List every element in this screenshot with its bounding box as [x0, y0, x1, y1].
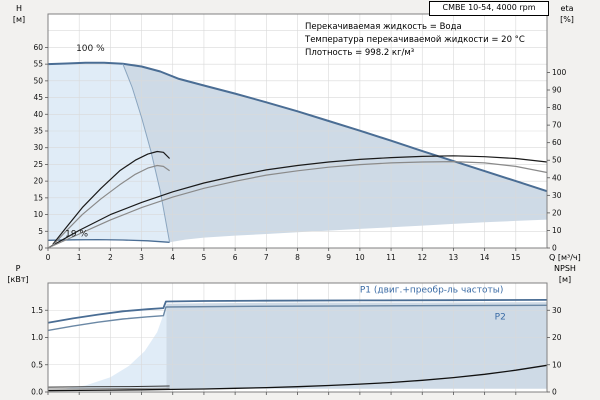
- flow-axis-unit: Q [м³/ч]: [549, 253, 581, 262]
- y-left-tick-label: 0: [38, 244, 43, 253]
- p2-label: P2: [495, 313, 506, 323]
- x-tick-label: 6: [233, 253, 238, 262]
- x-tick-label: 13: [449, 253, 459, 262]
- y-right-tick-label: 10: [552, 360, 562, 369]
- y-left-tick-label: 1.0: [31, 333, 43, 342]
- y-left-tick-label: 25: [33, 160, 43, 169]
- x-tick-label: 5: [202, 253, 207, 262]
- eta-axis-unit: eta [%]: [552, 3, 582, 25]
- y-right-tick-label: 80: [552, 103, 562, 112]
- y-right-tick-label: 60: [552, 138, 562, 147]
- x-tick-label: 14: [480, 253, 490, 262]
- info-temperature: Температура перекачиваемой жидкости = 20…: [305, 35, 525, 45]
- y-right-tick-label: 0: [552, 244, 557, 253]
- y-right-tick-label: 20: [552, 208, 562, 217]
- eta-curve-total: [47, 155, 548, 249]
- y-left-tick-label: 35: [33, 127, 43, 136]
- eta-curve-pump: [47, 161, 548, 249]
- power-axis-measure: [кВт]: [7, 275, 29, 284]
- x-tick-label: 7: [264, 253, 269, 262]
- y-left-tick-label: 30: [33, 143, 43, 152]
- y-right-tick-label: 30: [552, 306, 562, 315]
- x-tick-label: 8: [295, 253, 300, 262]
- npsh-curve: [47, 364, 548, 392]
- x-tick-label: 2: [108, 253, 113, 262]
- y-left-tick-label: 1.5: [31, 306, 43, 315]
- eta-axis-symbol: eta: [560, 4, 574, 13]
- eta-arc-duty-2: [52, 164, 170, 246]
- power-envelope: [166, 302, 547, 389]
- y-left-tick-label: 60: [33, 43, 43, 52]
- eta-arc-duty-1: [52, 150, 171, 245]
- y-left-tick-label: 55: [33, 60, 43, 69]
- y-right-tick-label: 70: [552, 121, 562, 130]
- y-left-tick-label: 20: [33, 177, 43, 186]
- npsh-axis-measure: [м]: [558, 275, 572, 284]
- p1-min-speed-line: [47, 385, 170, 388]
- envelope-left-edge: [122, 63, 171, 243]
- info-liquid: Перекачиваемая жидкость = Вода: [305, 22, 462, 32]
- liquid-info-block: Перекачиваемая жидкость = Вода Температу…: [305, 21, 525, 60]
- power-axis-unit: P [кВт]: [2, 263, 34, 285]
- y-right-tick-label: 50: [552, 156, 562, 165]
- eta-axis-measure: [%]: [560, 15, 574, 24]
- npsh-axis-unit: NPSH [м]: [548, 263, 582, 285]
- x-tick-label: 15: [511, 253, 521, 262]
- y-left-tick-label: 5: [38, 227, 43, 236]
- qh-curve-100: [47, 61, 548, 193]
- head-axis-unit: H [м]: [6, 3, 32, 25]
- x-tick-label: 3: [139, 253, 144, 262]
- y-left-tick-label: 15: [33, 193, 43, 202]
- p1-label: P1 (двиг.+преобр-ль частоты): [360, 285, 504, 295]
- x-tick-label: 4: [170, 253, 175, 262]
- power-axis-symbol: P: [15, 264, 21, 273]
- x-tick-label: 11: [386, 253, 396, 262]
- info-density: Плотность = 998.2 кг/м³: [305, 48, 415, 58]
- x-tick-label: 10: [355, 253, 365, 262]
- y-right-tick-label: 40: [552, 173, 562, 182]
- speed-100-label: 100 %: [76, 44, 105, 54]
- y-left-tick-label: 0.0: [31, 388, 43, 397]
- x-tick-label: 0: [46, 253, 51, 262]
- qh-eta-chart: 0 1 2 3 4 5 6 7 8 9 10 11 12 13 14 15051015202530354045…: [33, 13, 567, 262]
- y-right-tick-label: 10: [552, 226, 562, 235]
- x-tick-label: 1: [77, 253, 82, 262]
- y-right-tick-label: 100: [552, 68, 567, 77]
- y-left-tick-label: 10: [33, 210, 43, 219]
- y-left-tick-label: 0.5: [31, 360, 43, 369]
- power-npsh-chart: 0.0 0.5 1.0 1.5 0 10 20 30 P1 (двиг.+преобр-ль ч…: [31, 282, 562, 397]
- y-left-tick-label: 50: [33, 76, 43, 85]
- y-left-tick-label: 45: [33, 93, 43, 102]
- p1-curve: [47, 298, 548, 324]
- speed-19-label: 19 %: [65, 230, 88, 240]
- npsh-axis-symbol: NPSH: [554, 264, 576, 273]
- qh-curve-min: [47, 238, 170, 243]
- y-right-tick-label: 20: [552, 333, 562, 342]
- x-tick-label: 9: [326, 253, 331, 262]
- y-right-tick-label: 0: [552, 388, 557, 397]
- head-axis-symbol: H: [15, 4, 22, 13]
- p2-min-speed-line: [47, 387, 170, 390]
- head-axis-measure: [м]: [12, 15, 26, 24]
- model-box: CMBE 10-54, 4000 rpm: [429, 1, 549, 16]
- low-speed-region: [48, 62, 170, 243]
- y-left-tick-label: 40: [33, 110, 43, 119]
- power-low-speed-region: [63, 303, 167, 389]
- x-tick-label: 12: [417, 253, 427, 262]
- y-right-tick-label: 30: [552, 191, 562, 200]
- p2-curve: [47, 304, 548, 332]
- y-right-tick-label: 90: [552, 86, 562, 95]
